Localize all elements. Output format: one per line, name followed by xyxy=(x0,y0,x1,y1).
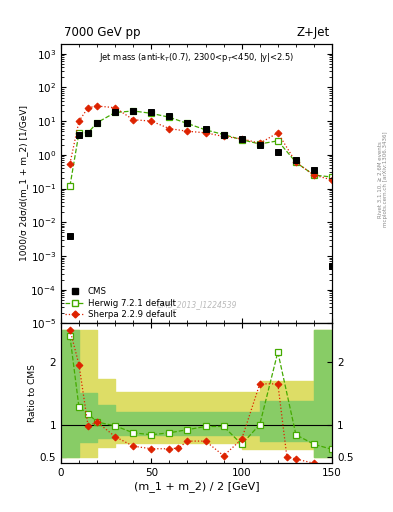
Text: Jet mass (anti-k$_{T}$(0.7), 2300<p$_{T}$<450, |y|<2.5): Jet mass (anti-k$_{T}$(0.7), 2300<p$_{T}… xyxy=(99,51,294,63)
Text: CMS_2013_I1224539: CMS_2013_I1224539 xyxy=(156,301,237,309)
Text: 7000 GeV pp: 7000 GeV pp xyxy=(64,26,140,39)
Text: Rivet 3.1.10, ≥ 2.6M events: Rivet 3.1.10, ≥ 2.6M events xyxy=(378,141,382,218)
Y-axis label: Ratio to CMS: Ratio to CMS xyxy=(28,365,37,422)
Y-axis label: 1000/σ 2dσ/d(m_1 + m_2) [1/GeV]: 1000/σ 2dσ/d(m_1 + m_2) [1/GeV] xyxy=(19,105,28,262)
Text: mcplots.cern.ch [arXiv:1306.3436]: mcplots.cern.ch [arXiv:1306.3436] xyxy=(383,132,387,227)
Text: Z+Jet: Z+Jet xyxy=(296,26,329,39)
X-axis label: (m_1 + m_2) / 2 [GeV]: (m_1 + m_2) / 2 [GeV] xyxy=(134,481,259,492)
Legend: CMS, Herwig 7.2.1 default, Sherpa 2.2.9 default: CMS, Herwig 7.2.1 default, Sherpa 2.2.9 … xyxy=(65,287,176,319)
